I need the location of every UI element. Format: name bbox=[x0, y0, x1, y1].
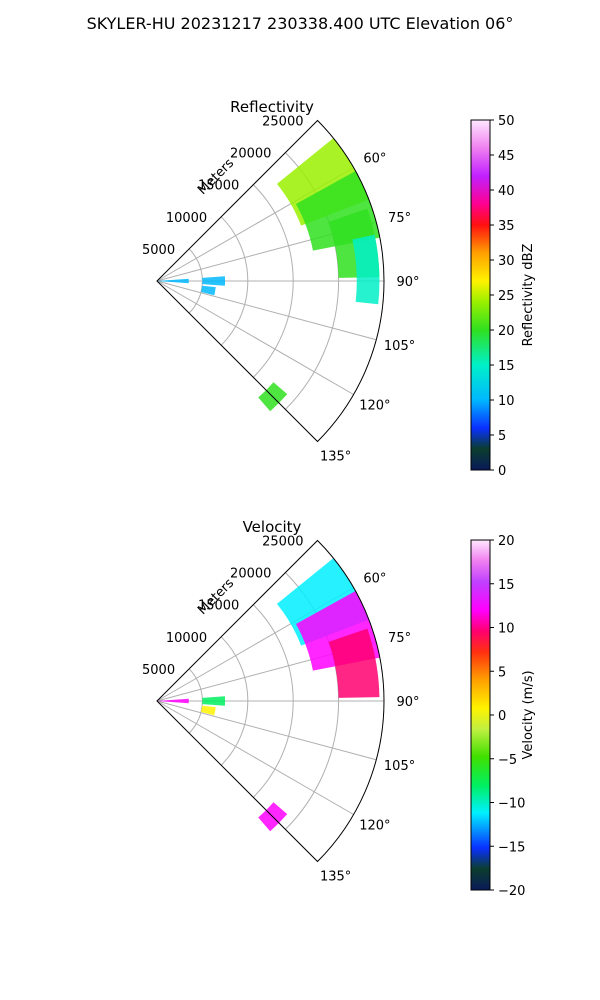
colorbar-tick-label: −15 bbox=[498, 840, 525, 855]
angle-tick-label: 75° bbox=[388, 211, 411, 226]
panel-0: Reflectivity500010000150002000025000Mete… bbox=[142, 98, 536, 479]
angle-tick-label: 60° bbox=[363, 152, 386, 167]
colorbar-tick-label: 35 bbox=[498, 219, 515, 234]
angle-tick-label: 90° bbox=[396, 695, 419, 710]
colorbar-tick-label: 10 bbox=[498, 394, 515, 409]
colorbar-tick-label: −10 bbox=[498, 797, 525, 812]
radial-tick-label: 10000 bbox=[166, 631, 207, 646]
colorbar-tick-label: 15 bbox=[498, 359, 515, 374]
radial-tick-label: 10000 bbox=[166, 211, 207, 226]
radial-tick-label: 5000 bbox=[142, 243, 175, 258]
azimuth-line bbox=[156, 700, 354, 815]
colorbar-tick-label: 10 bbox=[498, 622, 515, 637]
angle-tick-label: 105° bbox=[384, 339, 415, 354]
angle-tick-label: 60° bbox=[363, 572, 386, 587]
colorbar-tick-label: 25 bbox=[498, 289, 515, 304]
angle-tick-label: 135° bbox=[320, 870, 351, 885]
echo-region bbox=[157, 278, 189, 284]
angle-tick-label: 90° bbox=[396, 275, 419, 290]
colorbar-tick-label: −20 bbox=[498, 884, 525, 899]
echo-region bbox=[202, 276, 226, 286]
panel-title: Velocity bbox=[243, 518, 302, 536]
angle-tick-label: 120° bbox=[359, 819, 390, 834]
echo-region bbox=[352, 234, 380, 305]
angle-tick-label: 75° bbox=[388, 631, 411, 646]
echo-region bbox=[157, 698, 189, 704]
colorbar-tick-label: 40 bbox=[498, 184, 515, 199]
colorbar-tick-label: 5 bbox=[498, 429, 506, 444]
colorbar-tick-label: 0 bbox=[498, 709, 506, 724]
radial-tick-label: 20000 bbox=[230, 567, 271, 582]
radial-tick-label: 25000 bbox=[262, 534, 303, 549]
colorbar-tick-label: 20 bbox=[498, 324, 515, 339]
azimuth-line bbox=[156, 700, 377, 761]
colorbar-tick-label: 50 bbox=[498, 114, 515, 129]
colorbar bbox=[470, 119, 491, 471]
echo-region bbox=[328, 628, 380, 698]
echo-region bbox=[201, 705, 216, 716]
angle-tick-label: 135° bbox=[320, 450, 351, 465]
colorbar bbox=[470, 539, 491, 891]
radial-tick-label: 25000 bbox=[262, 114, 303, 129]
sector-outline bbox=[156, 539, 385, 863]
colorbar-tick-label: 45 bbox=[498, 149, 515, 164]
colorbar-label: Velocity (m/s) bbox=[521, 670, 536, 759]
sector-outline bbox=[156, 119, 385, 443]
radial-tick-label: 15000 bbox=[198, 179, 239, 194]
colorbar-label: Reflectivity dBZ bbox=[521, 244, 536, 347]
panel-title: Reflectivity bbox=[230, 98, 314, 116]
colorbar-tick-label: 0 bbox=[498, 464, 506, 479]
azimuth-line bbox=[156, 280, 377, 341]
colorbar-tick-label: 15 bbox=[498, 578, 515, 593]
azimuth-line bbox=[156, 280, 354, 395]
echo-region bbox=[202, 696, 226, 706]
radial-tick-label: 20000 bbox=[230, 147, 271, 162]
colorbar-tick-label: −5 bbox=[498, 753, 517, 768]
radial-tick-label: 15000 bbox=[198, 599, 239, 614]
echo-region bbox=[201, 285, 216, 296]
colorbar-tick-label: 30 bbox=[498, 254, 515, 269]
figure-title: SKYLER-HU 20231217 230338.400 UTC Elevat… bbox=[86, 14, 514, 33]
colorbar-tick-label: 5 bbox=[498, 665, 506, 680]
angle-tick-label: 105° bbox=[384, 759, 415, 774]
radial-tick-label: 5000 bbox=[142, 663, 175, 678]
colorbar-tick-label: 20 bbox=[498, 534, 515, 549]
angle-tick-label: 120° bbox=[359, 399, 390, 414]
